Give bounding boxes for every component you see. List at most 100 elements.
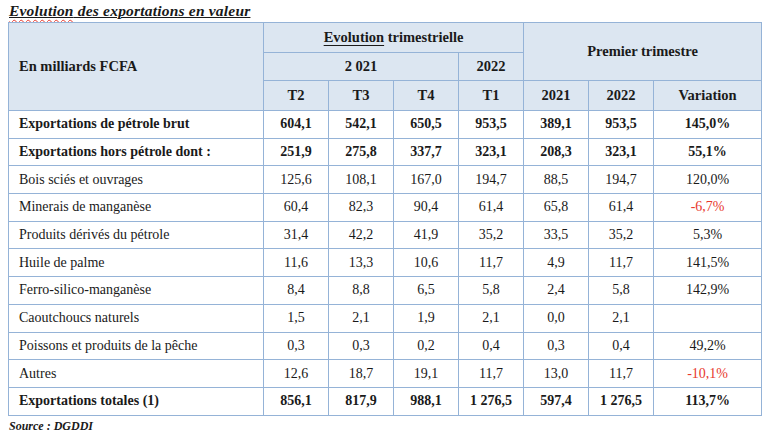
- row-label: Huile de palme: [9, 249, 264, 277]
- value-cell: 194,7: [459, 166, 524, 194]
- value-cell: 5,8: [459, 277, 524, 305]
- table-row: Caoutchoucs naturels1,52,11,92,10,02,1: [9, 304, 762, 332]
- table-row: Exportations de pétrole brut604,1542,165…: [9, 111, 762, 139]
- variation-value-cell: -6,7%: [654, 194, 762, 222]
- unit-header-cell: En milliards FCFA: [9, 23, 264, 111]
- value-cell: 1 276,5: [459, 387, 524, 415]
- value-cell: 389,1: [524, 111, 589, 139]
- col-header-t4: T4: [394, 81, 459, 111]
- value-cell: 337,7: [394, 138, 459, 166]
- value-cell: 953,5: [589, 111, 654, 139]
- value-cell: 167,0: [394, 166, 459, 194]
- value-cell: 12,6: [264, 360, 329, 388]
- value-cell: 31,4: [264, 221, 329, 249]
- table-row: Ferro-silico-manganèse8,48,86,55,82,45,8…: [9, 277, 762, 305]
- value-cell: 11,6: [264, 249, 329, 277]
- value-cell: 11,7: [589, 249, 654, 277]
- value-cell: 0,3: [264, 332, 329, 360]
- value-cell: 2,1: [589, 304, 654, 332]
- header-row-groups: En milliards FCFA Evolution trimestriell…: [9, 23, 762, 53]
- row-label: Exportations totales (1): [9, 387, 264, 415]
- variation-value-cell: 120,0%: [654, 166, 762, 194]
- value-cell: 5,8: [589, 277, 654, 305]
- year-2022-group-header: 2022: [459, 53, 524, 81]
- value-cell: 2,4: [524, 277, 589, 305]
- variation-value-cell: 145,0%: [654, 111, 762, 139]
- variation-value-cell: 55,1%: [654, 138, 762, 166]
- year-2021-group-header: 2 021: [264, 53, 459, 81]
- value-cell: 0,0: [524, 304, 589, 332]
- col-header-2021: 2021: [524, 81, 589, 111]
- value-cell: 4,9: [524, 249, 589, 277]
- value-cell: 323,1: [589, 138, 654, 166]
- value-cell: 988,1: [394, 387, 459, 415]
- row-label: Bois sciés et ouvrages: [9, 166, 264, 194]
- row-label: Minerais de manganèse: [9, 194, 264, 222]
- value-cell: 33,5: [524, 221, 589, 249]
- page-title-first-word: Evolution: [9, 2, 74, 19]
- quarterly-group-rest: trimestrielle: [384, 29, 463, 45]
- value-cell: 1,5: [264, 304, 329, 332]
- table-row: Minerais de manganèse60,482,390,461,465,…: [9, 194, 762, 222]
- value-cell: 35,2: [459, 221, 524, 249]
- value-cell: 42,2: [329, 221, 394, 249]
- col-header-t3: T3: [329, 81, 394, 111]
- table-row: Poissons et produits de la pêche0,30,30,…: [9, 332, 762, 360]
- value-cell: 817,9: [329, 387, 394, 415]
- value-cell: 6,5: [394, 277, 459, 305]
- table-row: Exportations totales (1)856,1817,9988,11…: [9, 387, 762, 415]
- variation-value-cell: 142,9%: [654, 277, 762, 305]
- value-cell: 11,7: [459, 249, 524, 277]
- value-cell: 0,3: [524, 332, 589, 360]
- value-cell: 11,7: [459, 360, 524, 388]
- variation-value-cell: [654, 304, 762, 332]
- value-cell: 90,4: [394, 194, 459, 222]
- value-cell: 35,2: [589, 221, 654, 249]
- page-title-rest: des exportations en valeur: [74, 2, 251, 19]
- value-cell: 597,4: [524, 387, 589, 415]
- value-cell: 0,4: [589, 332, 654, 360]
- value-cell: 18,7: [329, 360, 394, 388]
- value-cell: 650,5: [394, 111, 459, 139]
- value-cell: 275,8: [329, 138, 394, 166]
- col-header-t1: T1: [459, 81, 524, 111]
- value-cell: 41,9: [394, 221, 459, 249]
- document-page: Evolution des exportations en valeur En …: [0, 0, 768, 442]
- value-cell: 251,9: [264, 138, 329, 166]
- table-row: Produits dérivés du pétrole31,442,241,93…: [9, 221, 762, 249]
- value-cell: 194,7: [589, 166, 654, 194]
- value-cell: 1,9: [394, 304, 459, 332]
- row-label: Ferro-silico-manganèse: [9, 277, 264, 305]
- row-label: Exportations hors pétrole dont :: [9, 138, 264, 166]
- value-cell: 125,6: [264, 166, 329, 194]
- table-body: Exportations de pétrole brut604,1542,165…: [9, 111, 762, 416]
- value-cell: 953,5: [459, 111, 524, 139]
- value-cell: 61,4: [459, 194, 524, 222]
- col-header-t2: T2: [264, 81, 329, 111]
- value-cell: 82,3: [329, 194, 394, 222]
- value-cell: 0,4: [459, 332, 524, 360]
- value-cell: 8,4: [264, 277, 329, 305]
- table-row: Bois sciés et ouvrages125,6108,1167,0194…: [9, 166, 762, 194]
- source-note: Source : DGDDI: [9, 419, 93, 434]
- variation-value-cell: 5,3%: [654, 221, 762, 249]
- row-label: Poissons et produits de la pêche: [9, 332, 264, 360]
- value-cell: 19,1: [394, 360, 459, 388]
- value-cell: 11,7: [589, 360, 654, 388]
- variation-value-cell: -10,1%: [654, 360, 762, 388]
- row-label: Autres: [9, 360, 264, 388]
- variation-value-cell: 113,7%: [654, 387, 762, 415]
- value-cell: 856,1: [264, 387, 329, 415]
- value-cell: 61,4: [589, 194, 654, 222]
- table-header: En milliards FCFA Evolution trimestriell…: [9, 23, 762, 111]
- variation-value-cell: 49,2%: [654, 332, 762, 360]
- value-cell: 65,8: [524, 194, 589, 222]
- value-cell: 10,6: [394, 249, 459, 277]
- value-cell: 0,2: [394, 332, 459, 360]
- value-cell: 60,4: [264, 194, 329, 222]
- value-cell: 2,1: [329, 304, 394, 332]
- table-row: Autres12,618,719,111,713,011,7-10,1%: [9, 360, 762, 388]
- exports-table: En milliards FCFA Evolution trimestriell…: [8, 22, 762, 416]
- value-cell: 88,5: [524, 166, 589, 194]
- value-cell: 13,0: [524, 360, 589, 388]
